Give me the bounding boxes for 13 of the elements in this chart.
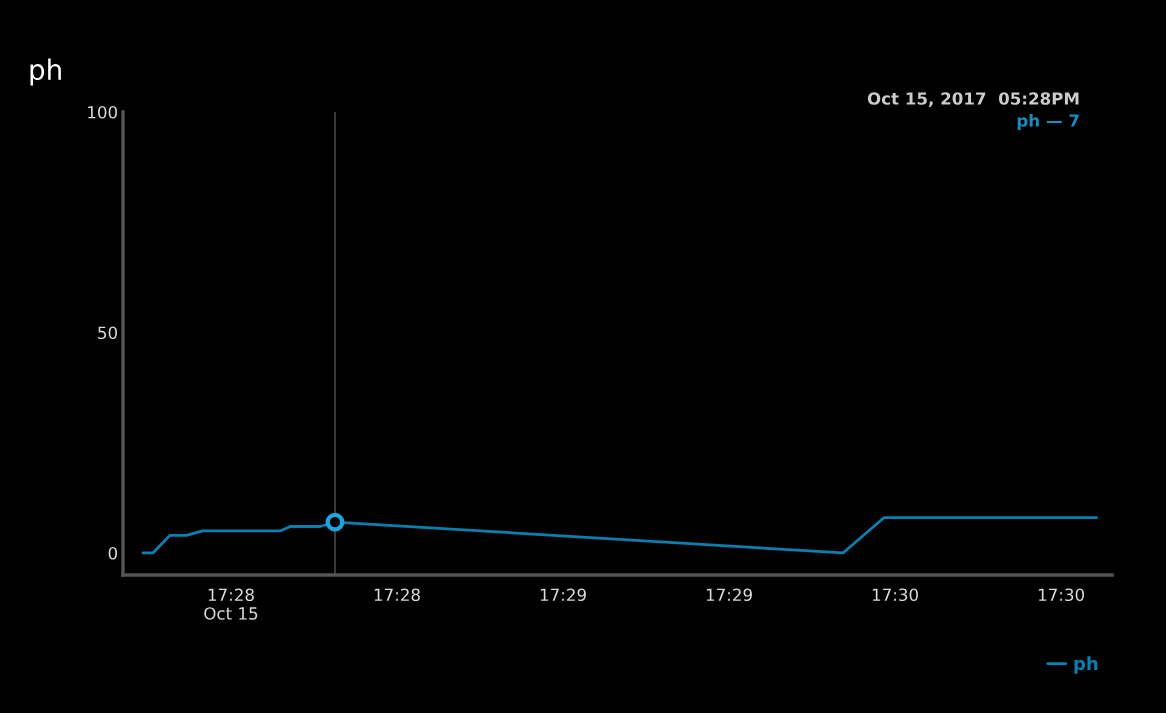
y-tick-label: 50 (98, 326, 118, 340)
x-tick-label: 17:28 Oct 15 (204, 588, 258, 620)
legend-label: ph (1074, 656, 1098, 674)
y-tick-label: 0 (108, 546, 118, 560)
x-tick-label: 17:29 (540, 588, 586, 602)
y-tick-label: 100 (88, 105, 118, 119)
chart-title: ph (30, 58, 61, 86)
x-tick-label: 17:30 (872, 588, 918, 602)
text: Oct 15, 2017 05:28PM (867, 92, 1079, 107)
annotation: ph — 7 (1017, 113, 1079, 131)
x-tick-label: 17:28 (374, 588, 420, 602)
x-tick-label: 17:30 (1038, 588, 1085, 602)
x-tick-label: 17:29 (706, 588, 752, 602)
